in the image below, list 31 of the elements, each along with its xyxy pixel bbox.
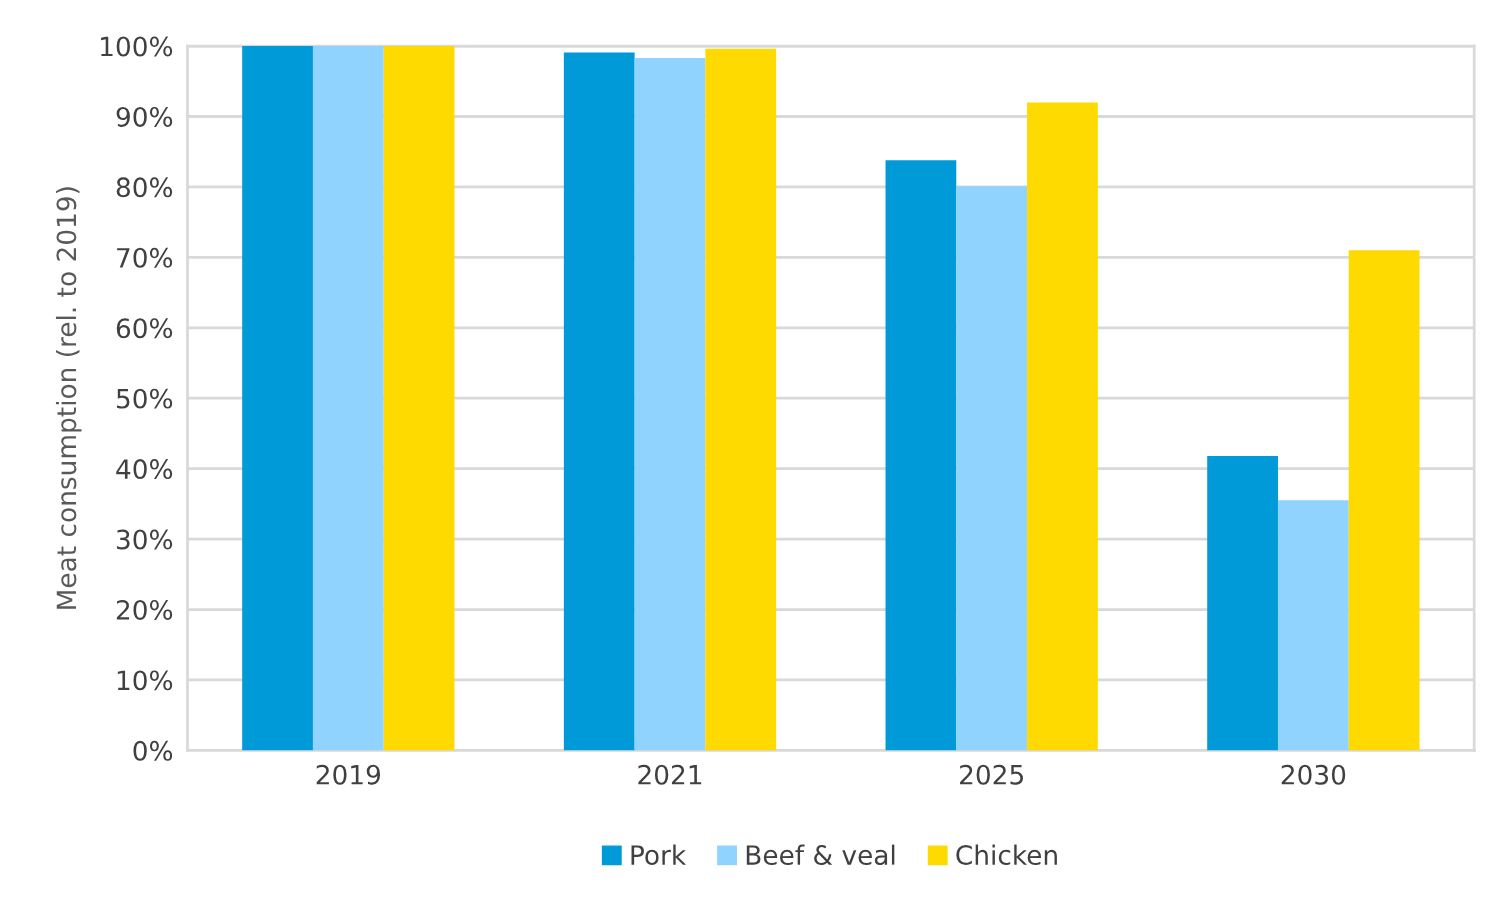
bar <box>563 52 635 751</box>
y-tick-label: 100% <box>101 36 173 57</box>
y-tick-label: 0% <box>133 740 173 761</box>
bar <box>1348 250 1420 751</box>
y-tick-label: 30% <box>116 529 173 550</box>
y-tick-label: 70% <box>117 247 173 268</box>
bar <box>312 46 384 751</box>
bar <box>1277 500 1349 751</box>
bar <box>1027 102 1098 751</box>
legend-label: Chicken <box>956 844 1057 865</box>
legend-label: Beef & veal <box>746 844 895 865</box>
legend-label: Pork <box>631 844 687 865</box>
y-tick-label: 10% <box>117 670 173 691</box>
y-tick-label: 20% <box>116 599 173 620</box>
y-tick-label: 60% <box>116 318 173 339</box>
bar <box>885 160 957 751</box>
x-tick-label: 2030 <box>1281 764 1346 785</box>
bar <box>242 46 313 751</box>
x-tick-label: 2019 <box>316 764 381 785</box>
bar <box>383 46 455 751</box>
bar <box>634 58 706 751</box>
x-tick-label: 2025 <box>960 764 1023 785</box>
bar <box>1207 455 1278 751</box>
y-tick-label: 90% <box>116 106 173 127</box>
y-tick-label: 40% <box>116 459 173 480</box>
y-tick-label: 80% <box>116 177 173 198</box>
y-tick-label: 50% <box>116 388 173 409</box>
bar <box>705 48 777 751</box>
bar <box>956 186 1028 751</box>
x-tick-label: 2021 <box>638 764 702 785</box>
y-axis-title: Meat consumption (rel. to 2019) <box>55 187 82 609</box>
